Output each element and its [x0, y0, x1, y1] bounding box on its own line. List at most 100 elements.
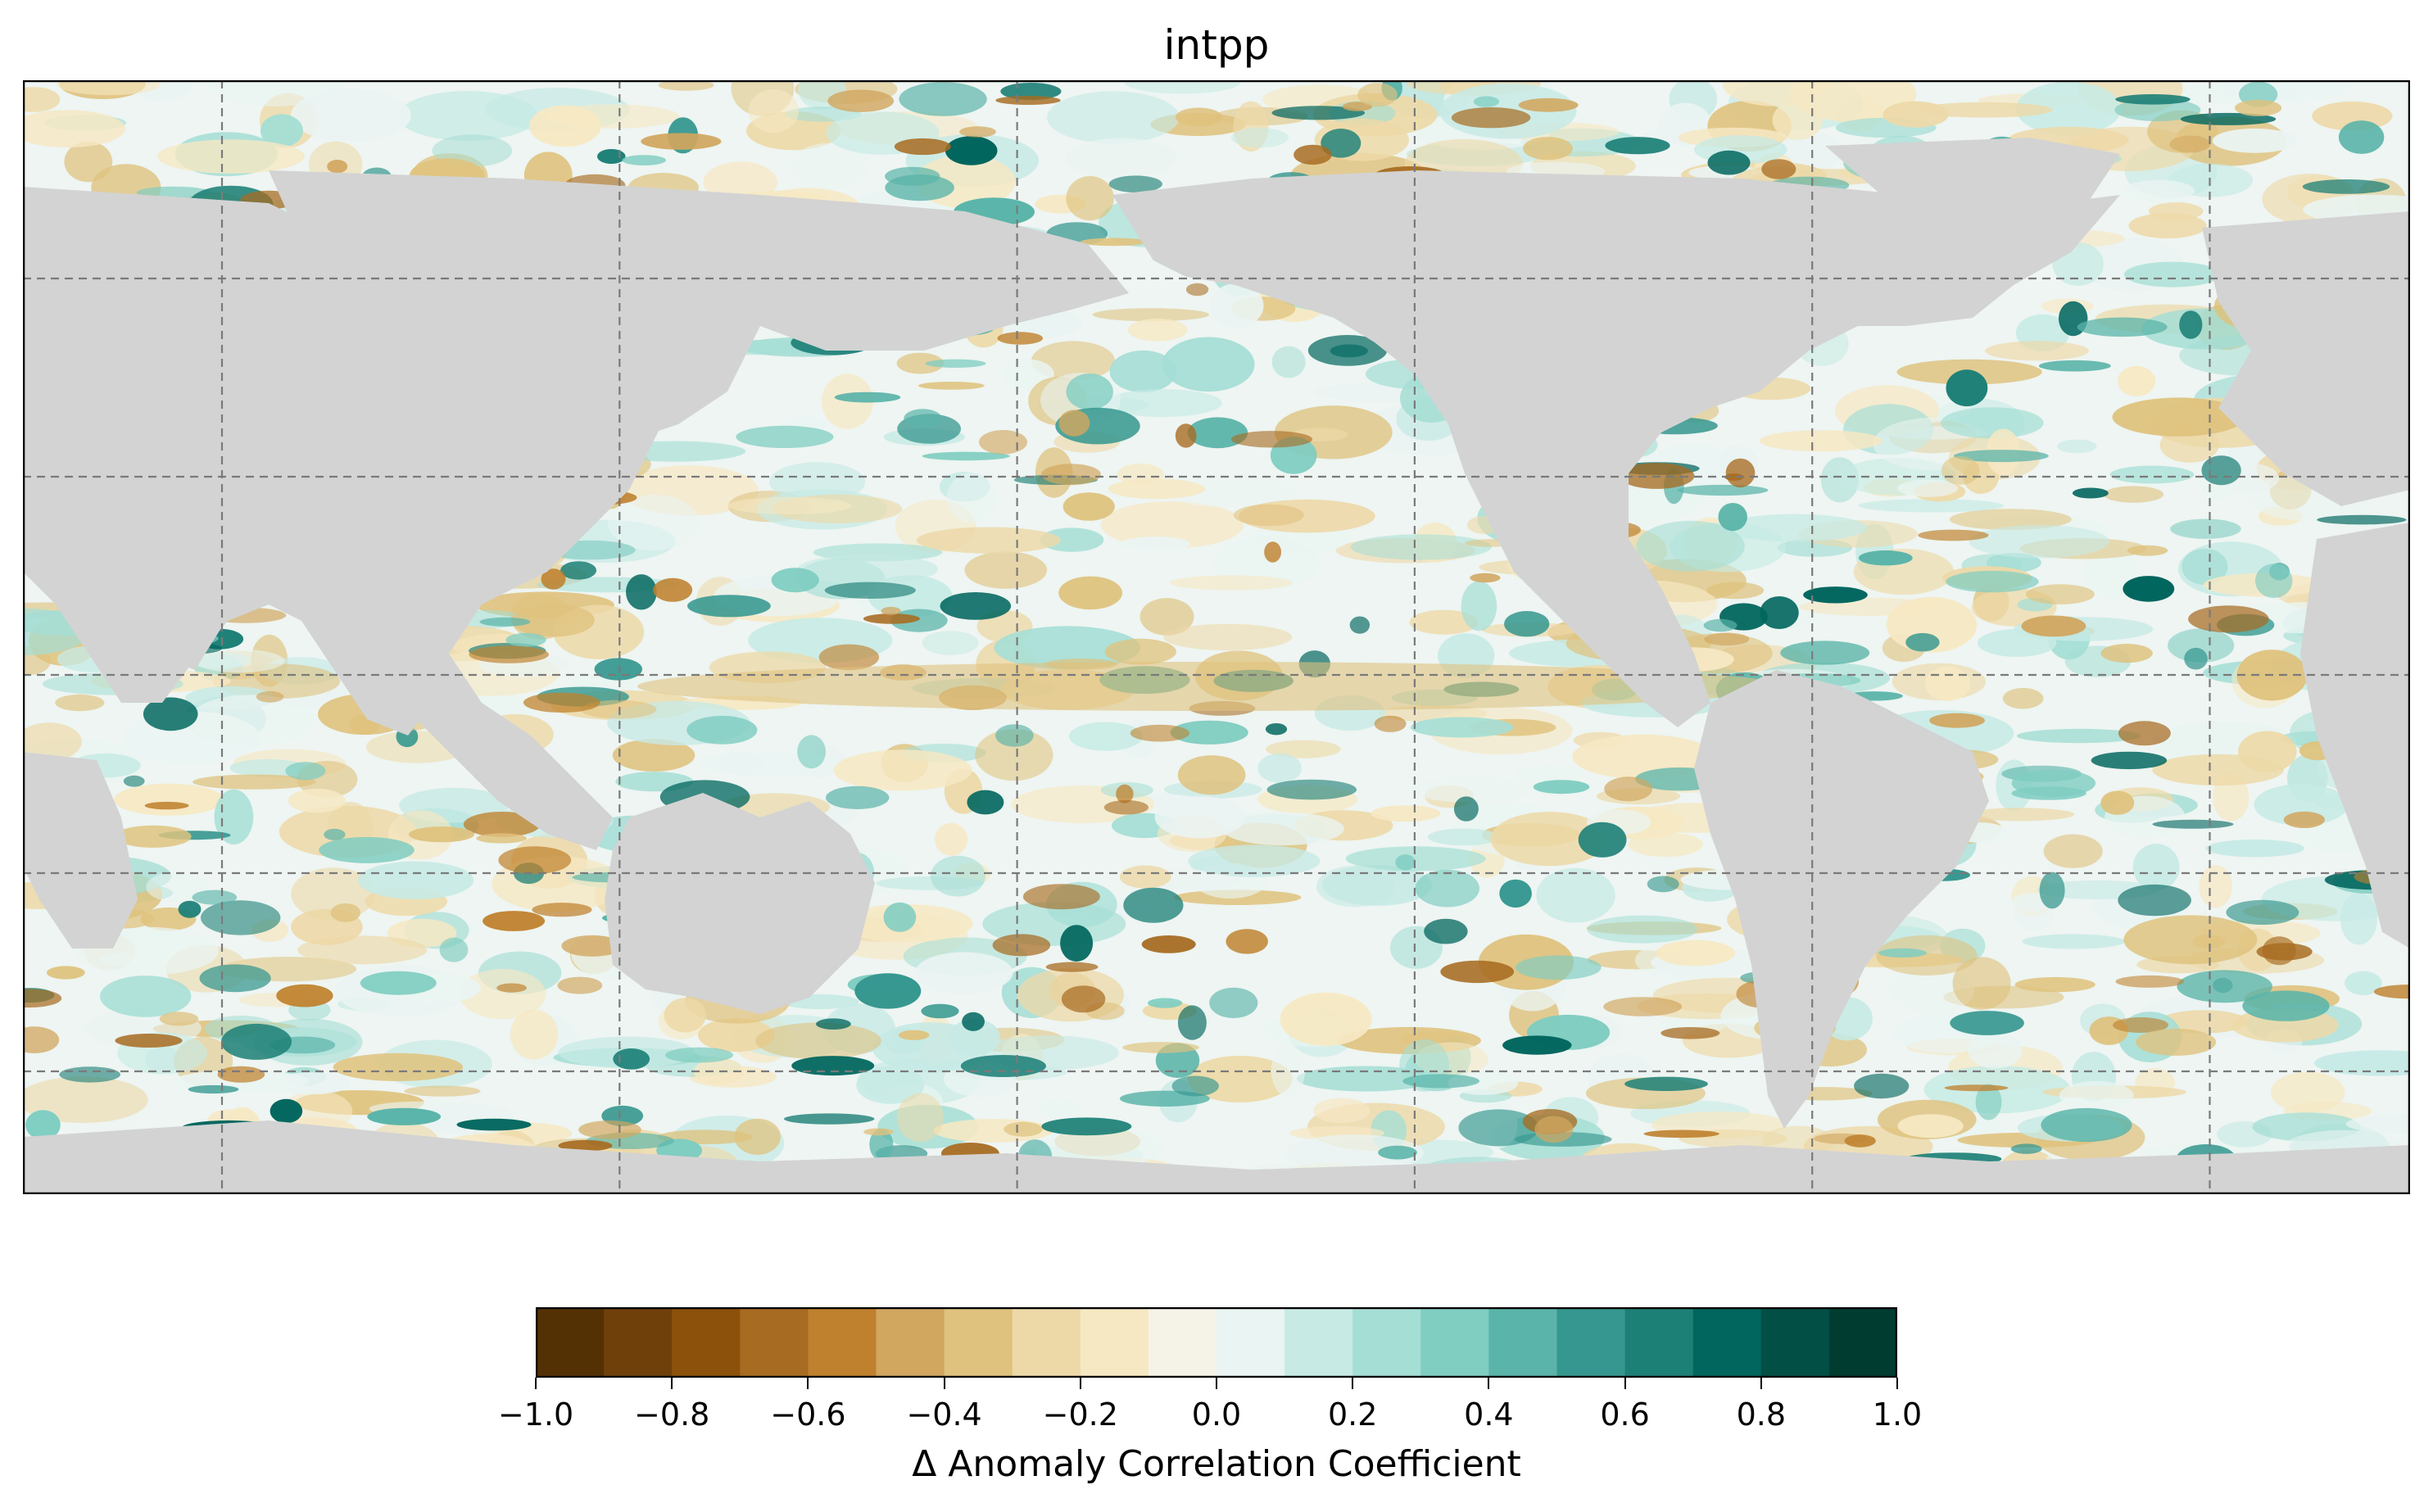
anomaly-patch	[1122, 1042, 1199, 1053]
anomaly-patch	[2212, 128, 2298, 153]
anomaly-patch	[2235, 99, 2282, 116]
anomaly-patch	[946, 472, 996, 523]
anomaly-patch	[25, 1110, 61, 1140]
anomaly-patch	[2118, 721, 2171, 746]
anomaly-patch	[2302, 179, 2390, 194]
map-border	[23, 80, 2410, 1194]
anomaly-patch	[1271, 106, 1366, 120]
anomaly-patch	[755, 1022, 881, 1060]
colorbar-tick-mark	[535, 1378, 537, 1389]
anomaly-patch	[1040, 1098, 1081, 1118]
anomaly-patch	[863, 613, 920, 624]
anomaly-patch	[2016, 82, 2122, 136]
anomaly-patch	[1130, 724, 1190, 742]
anomaly-patch	[1154, 796, 1245, 839]
anomaly-patch	[2041, 1107, 2132, 1143]
anomaly-patch	[899, 82, 987, 116]
anomaly-patch	[2345, 1114, 2410, 1134]
anomaly-patch	[505, 632, 546, 647]
anomaly-patch	[2091, 751, 2168, 770]
anomaly-patch	[664, 998, 706, 1033]
anomaly-patch	[1944, 1084, 2009, 1092]
anomaly-patch	[1656, 939, 1736, 967]
anomaly-patch	[511, 604, 595, 637]
anomaly-patch	[960, 1055, 1046, 1077]
anomaly-patch	[2188, 605, 2269, 633]
anomaly-patch	[2100, 644, 2153, 663]
anomaly-patch	[1177, 1005, 1207, 1040]
anomaly-patch	[288, 788, 346, 813]
anomaly-patch	[1725, 458, 1756, 488]
anomaly-patch	[178, 900, 202, 918]
anomaly-patch	[23, 722, 82, 762]
anomaly-patch	[59, 1066, 120, 1083]
colorbar-border	[536, 1307, 1897, 1378]
anomaly-patch	[1703, 618, 1738, 632]
anomaly-patch	[1108, 478, 1205, 500]
anomaly-patch	[1280, 992, 1372, 1046]
anomaly-patch	[1844, 1134, 1876, 1148]
anomaly-patch	[736, 425, 834, 448]
anomaly-patch	[1854, 1073, 1910, 1099]
anomaly-patch	[256, 690, 284, 703]
anomaly-patch	[1515, 955, 1602, 980]
anomaly-patch	[330, 903, 361, 922]
anomaly-patch	[921, 1003, 959, 1019]
anomaly-patch	[922, 631, 979, 655]
land-north-america	[1112, 170, 2120, 727]
anomaly-patch	[23, 110, 125, 148]
anomaly-patch	[327, 160, 348, 174]
anomaly-patch	[1427, 828, 1500, 846]
anomaly-patch	[1941, 455, 1980, 485]
map-canvas	[23, 80, 2410, 1194]
anomaly-patch	[1120, 536, 1190, 551]
anomaly-patch	[1345, 846, 1486, 871]
anomaly-patch	[496, 983, 527, 993]
anomaly-patch	[1704, 632, 1750, 646]
anomaly-patch	[1897, 1114, 1964, 1139]
anomaly-patch	[2152, 819, 2234, 829]
colorbar-swatch	[604, 1307, 673, 1378]
anomaly-patch	[1209, 283, 1264, 328]
anomaly-patch	[439, 937, 469, 962]
anomaly-patch	[1257, 753, 1302, 783]
anomaly-patch	[768, 462, 866, 502]
anomaly-patch	[201, 900, 281, 935]
anomaly-patch	[114, 783, 224, 816]
anomaly-patch	[1518, 97, 1579, 112]
anomaly-patch	[23, 989, 62, 1008]
anomaly-patch	[1643, 1129, 1719, 1139]
anomaly-patch	[1975, 1084, 2002, 1120]
anomaly-patch	[1313, 1098, 1371, 1124]
colorbar-label: Δ Anomaly Correlation Coefficient	[912, 1443, 1521, 1485]
anomaly-patch	[1066, 176, 1114, 221]
anomaly-patch	[2340, 893, 2377, 945]
anomaly-patch	[994, 626, 1141, 670]
colorbar-swatch	[1012, 1307, 1081, 1378]
anomaly-patch	[1171, 1075, 1219, 1097]
colorbar-swatch	[1760, 1307, 1830, 1378]
anomaly-patch	[2017, 728, 2141, 744]
anomaly-patch	[1231, 128, 1289, 148]
anomaly-patch	[1724, 473, 1744, 481]
anomaly-patch	[463, 812, 541, 837]
anomaly-patch	[694, 1057, 745, 1085]
anomaly-patch	[1175, 107, 1222, 127]
anomaly-patch	[2192, 935, 2226, 948]
anomaly-patch	[2038, 360, 2111, 372]
anomaly-patch	[2057, 439, 2097, 454]
anomaly-patch	[1628, 832, 1703, 858]
anomaly-patch	[2112, 397, 2245, 437]
anomaly-patch	[580, 699, 657, 719]
anomaly-patch	[2100, 790, 2135, 815]
anomaly-patch	[1378, 1145, 1417, 1160]
anomaly-patch	[925, 359, 986, 368]
anomaly-patch	[1175, 423, 1197, 448]
anomaly-patch	[2179, 310, 2203, 339]
anomaly-patch	[2132, 844, 2180, 891]
anomaly-patch	[297, 935, 428, 965]
anomaly-patch	[1108, 175, 1162, 192]
anomaly-patch	[1265, 723, 1288, 736]
anomaly-patch	[1875, 935, 1978, 976]
anomaly-patch	[1062, 492, 1115, 521]
